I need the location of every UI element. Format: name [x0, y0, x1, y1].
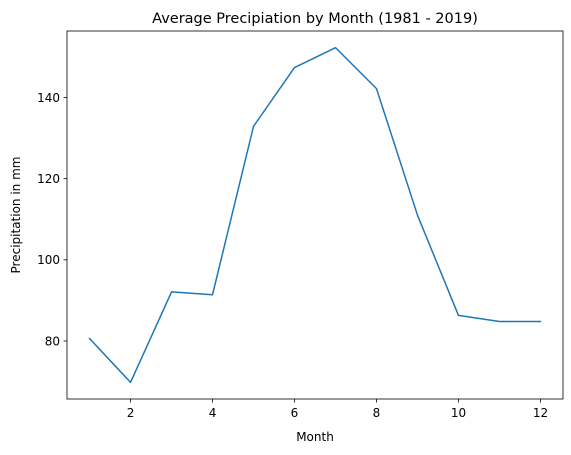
chart-title: Average Precipiation by Month (1981 - 20… — [152, 11, 478, 27]
x-axis-ticks: 2 4 6 8 10 12 — [127, 399, 548, 420]
plot-frame — [66, 30, 564, 400]
x-tick-label: 10 — [451, 406, 466, 420]
x-tick-label: 4 — [209, 406, 217, 420]
y-tick-label: 100 — [37, 253, 60, 267]
y-tick-label: 80 — [45, 334, 60, 348]
series-line — [88, 46, 542, 384]
x-tick-label: 8 — [373, 406, 381, 420]
x-tick-label: 2 — [127, 406, 135, 420]
y-tick-label: 140 — [37, 91, 60, 105]
y-axis-label: Precipitation in mm — [9, 157, 23, 274]
y-tick-label: 120 — [37, 172, 60, 186]
plot-area — [67, 31, 563, 399]
y-axis-ticks: 80 100 120 140 — [37, 91, 67, 348]
x-tick-label: 6 — [291, 406, 299, 420]
x-axis-label: Month — [296, 430, 334, 444]
series-layer — [88, 46, 542, 384]
x-tick-label: 12 — [533, 406, 548, 420]
